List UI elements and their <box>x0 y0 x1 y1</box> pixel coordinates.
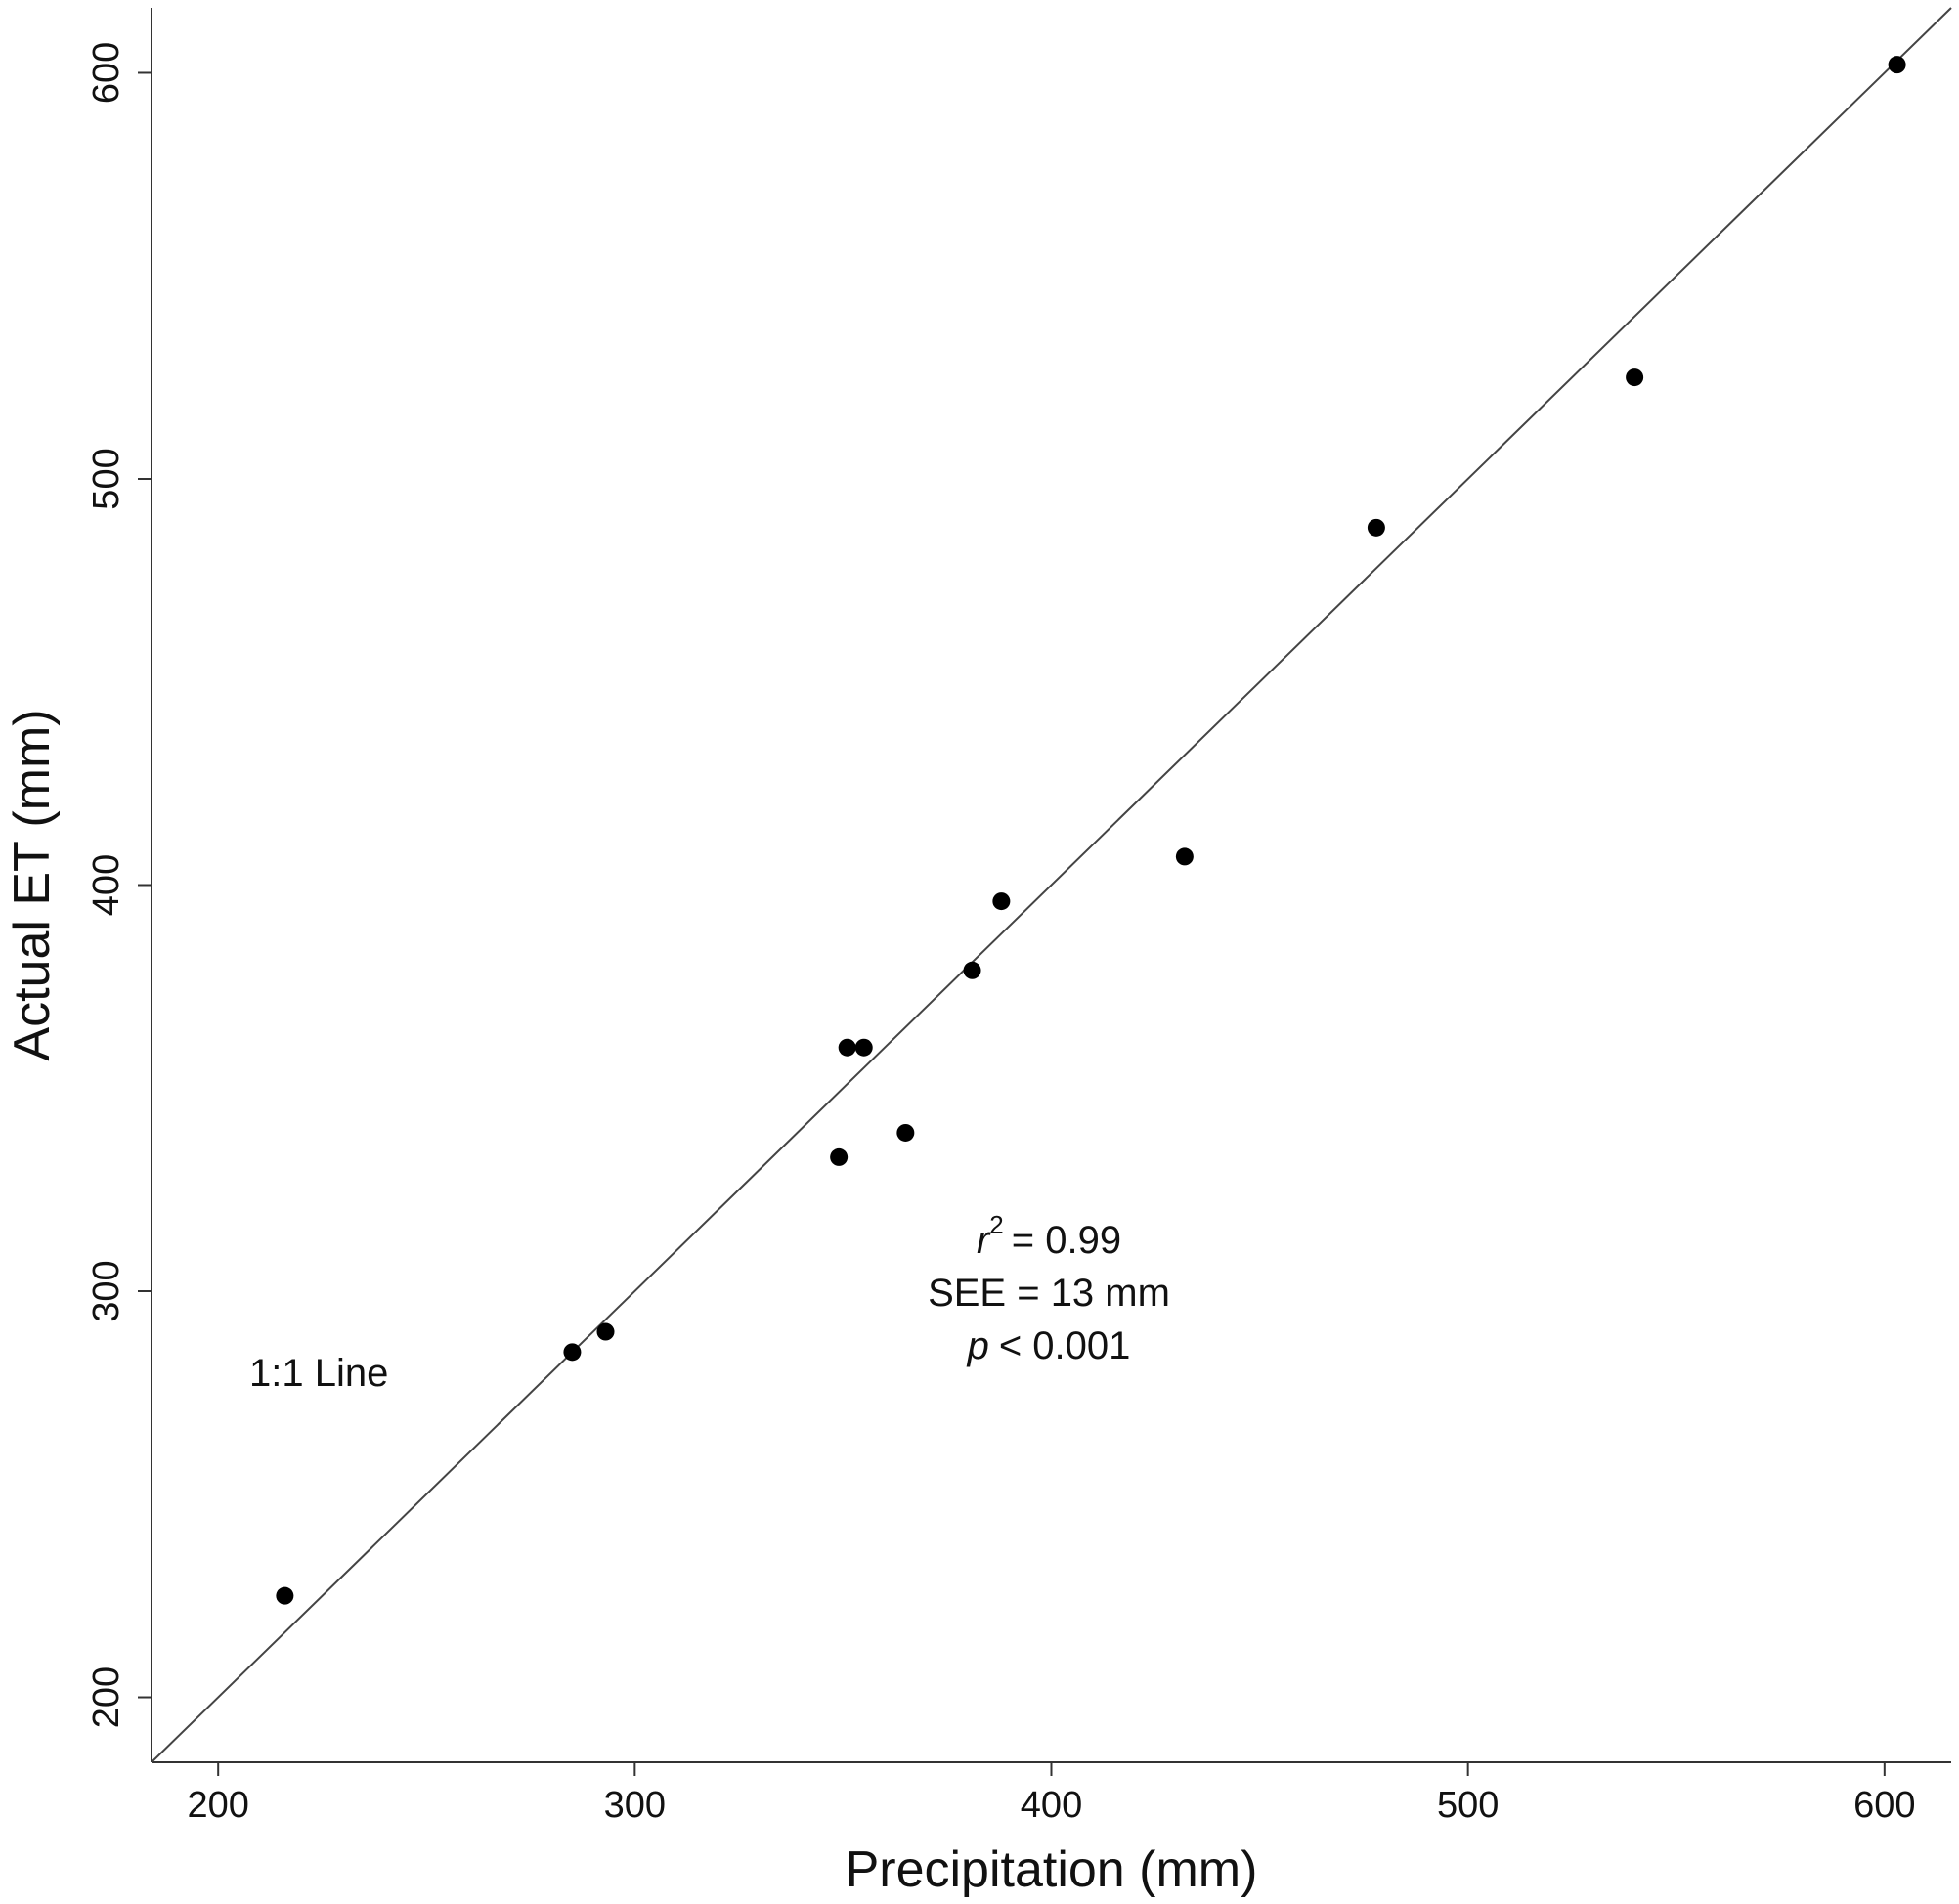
y-axis-ticks: 200 300 400 500 600 <box>86 42 152 1728</box>
y-tick-label: 400 <box>86 854 127 916</box>
y-tick-label: 200 <box>86 1666 127 1728</box>
x-tick-label: 200 <box>187 1785 248 1826</box>
x-axis-ticks: 200 300 400 500 600 <box>187 1762 1916 1826</box>
data-point <box>830 1147 849 1166</box>
data-point <box>1367 518 1385 537</box>
one-to-one-line-label: 1:1 Line <box>249 1352 388 1395</box>
p-value: < 0.001 <box>999 1324 1131 1367</box>
data-point <box>276 1586 294 1605</box>
x-tick-label: 300 <box>604 1785 666 1826</box>
x-axis-title: Precipitation (mm) <box>846 1841 1258 1898</box>
x-tick-label: 400 <box>1021 1785 1082 1826</box>
r-value: = 0.99 <box>1012 1219 1121 1262</box>
data-point <box>596 1322 615 1341</box>
r-squared-annotation: r2 = 0.99 <box>977 1210 1121 1262</box>
see-annotation: SEE = 13 mm <box>928 1272 1170 1315</box>
x-tick-label: 500 <box>1437 1785 1499 1826</box>
y-tick-label: 500 <box>86 448 127 509</box>
data-point <box>896 1123 915 1142</box>
data-point <box>1626 368 1644 387</box>
data-point <box>1888 56 1906 74</box>
one-to-one-line <box>151 7 1952 1763</box>
y-tick-label: 600 <box>86 42 127 104</box>
p-symbol: p <box>967 1324 989 1367</box>
data-point <box>992 892 1011 911</box>
y-axis-title: Actual ET (mm) <box>4 709 61 1060</box>
r-symbol: r <box>977 1219 991 1262</box>
y-tick-label: 300 <box>86 1260 127 1321</box>
data-point <box>838 1038 856 1057</box>
r-power: 2 <box>989 1210 1003 1239</box>
data-point <box>1175 847 1194 866</box>
data-point <box>963 961 981 979</box>
data-point <box>854 1038 873 1057</box>
x-tick-label: 600 <box>1853 1785 1915 1826</box>
p-value-annotation: p < 0.001 <box>967 1324 1131 1367</box>
data-point <box>563 1343 582 1362</box>
data-points <box>276 56 1906 1605</box>
